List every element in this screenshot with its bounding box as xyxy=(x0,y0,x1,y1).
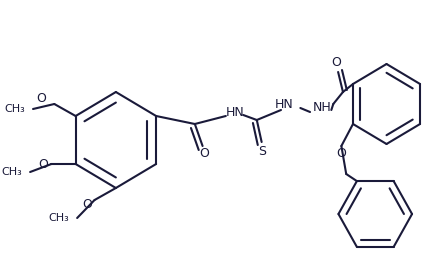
Text: NH: NH xyxy=(312,102,331,115)
Text: O: O xyxy=(331,56,341,70)
Text: S: S xyxy=(258,146,266,158)
Text: O: O xyxy=(36,92,45,105)
Text: O: O xyxy=(199,148,210,161)
Text: HN: HN xyxy=(226,106,245,119)
Text: CH₃: CH₃ xyxy=(49,213,70,223)
Text: O: O xyxy=(82,198,92,211)
Text: O: O xyxy=(39,157,49,170)
Text: CH₃: CH₃ xyxy=(4,104,25,114)
Text: CH₃: CH₃ xyxy=(2,167,22,177)
Text: O: O xyxy=(336,148,346,161)
Text: HN: HN xyxy=(275,99,293,112)
